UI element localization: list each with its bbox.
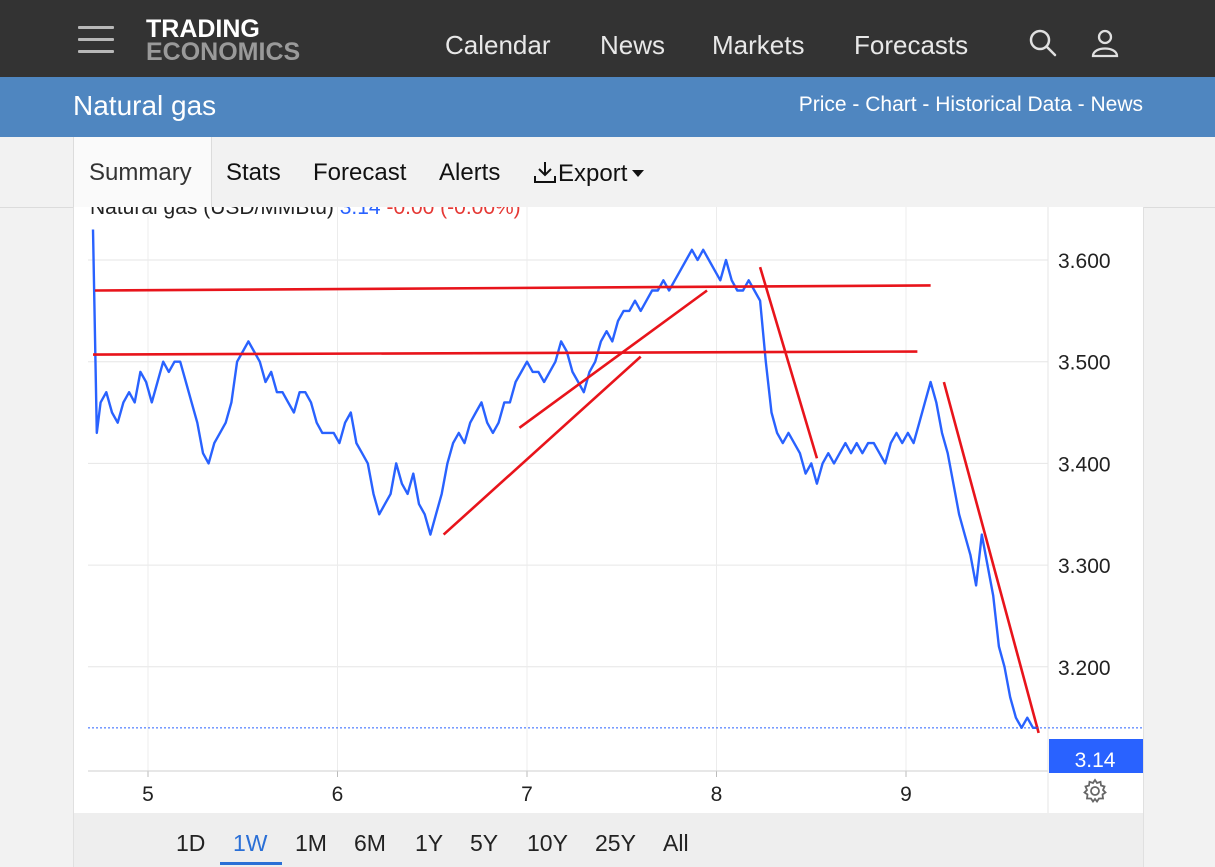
news-link[interactable]: News — [1090, 93, 1143, 116]
y-tick-label: 3.200 — [1058, 657, 1111, 680]
nav-forecasts-link[interactable]: Forecasts — [854, 30, 969, 60]
nav-calendar-link[interactable]: Calendar — [445, 30, 551, 60]
export-button[interactable]: Export — [532, 159, 645, 188]
tab-forecast[interactable]: Forecast — [313, 159, 407, 186]
trendline — [442, 355, 642, 536]
x-tick-label: 6 — [332, 783, 344, 806]
x-tick-label: 8 — [711, 783, 723, 806]
active-range-underline — [220, 862, 282, 865]
nav-news-link[interactable]: News — [600, 30, 666, 60]
range-selector: 1D 1W 1M 6M 1Y 5Y 10Y 25Y All — [73, 813, 1144, 867]
chart-legend: Natural gas (USD/MMBtu) 3.14 -0.00 (-0.0… — [90, 207, 521, 219]
range-1m-button[interactable]: 1M — [295, 830, 327, 856]
tab-stats[interactable]: Stats — [226, 159, 281, 186]
download-icon — [534, 162, 556, 183]
range-all-button[interactable]: All — [663, 830, 689, 856]
trading-economics-logo[interactable]: TRADING ECONOMICS — [146, 15, 301, 66]
historical-data-link[interactable]: Historical Data — [935, 93, 1072, 116]
y-tick-label: 3.400 — [1058, 453, 1111, 476]
link-separator: - — [916, 93, 936, 116]
price-chart[interactable]: 3.200 3.300 3.400 3.500 3.600 5 6 7 8 9 3.14 Natura… — [74, 207, 1143, 813]
trendline — [518, 289, 708, 429]
trendline — [758, 266, 819, 459]
range-5y-button[interactable]: 5Y — [470, 830, 499, 856]
x-tick-label: 5 — [142, 783, 154, 806]
tab-alerts[interactable]: Alerts — [439, 159, 501, 186]
range-1y-button[interactable]: 1Y — [415, 830, 444, 856]
range-10y-button[interactable]: 10Y — [527, 830, 568, 856]
hamburger-menu-icon[interactable] — [78, 26, 114, 54]
link-separator: - — [846, 93, 866, 116]
price-line — [91, 229, 1039, 729]
price-tag — [1049, 739, 1143, 773]
chart-panel: 3.200 3.300 3.400 3.500 3.600 5 6 7 8 9 3.14 Natura… — [73, 207, 1144, 813]
search-icon[interactable] — [1028, 28, 1058, 58]
page-title: Natural gas — [73, 90, 217, 121]
export-label: Export — [558, 160, 628, 187]
tab-summary[interactable]: Summary — [89, 159, 192, 186]
logo-line-2: ECONOMICS — [146, 38, 301, 66]
range-25y-button[interactable]: 25Y — [595, 830, 636, 856]
trendline — [942, 381, 1040, 734]
top-nav: TRADING ECONOMICS Calendar News Markets … — [0, 0, 1215, 77]
instrument-links: Price - Chart - Historical Data - News — [799, 93, 1143, 117]
settings-gear-icon[interactable] — [1082, 778, 1108, 804]
price-tag-label: 3.14 — [1075, 749, 1116, 772]
range-1w-button[interactable]: 1W — [233, 830, 268, 856]
y-tick-label: 3.300 — [1058, 555, 1111, 578]
tab-summary-bg — [73, 137, 212, 207]
x-tick-label: 7 — [521, 783, 533, 806]
y-tick-label: 3.600 — [1058, 250, 1111, 273]
price-link[interactable]: Price — [798, 93, 847, 116]
range-6m-button[interactable]: 6M — [354, 830, 386, 856]
y-tick-label: 3.500 — [1058, 352, 1111, 375]
user-icon[interactable] — [1090, 28, 1120, 58]
chart-link[interactable]: Chart — [865, 93, 917, 116]
link-separator: - — [1071, 93, 1091, 116]
caret-down-icon — [632, 170, 645, 177]
range-1d-button[interactable]: 1D — [176, 830, 206, 856]
trendline — [94, 284, 931, 292]
instrument-header: Natural gas Price - Chart - Historical D… — [0, 77, 1215, 137]
nav-markets-link[interactable]: Markets — [712, 30, 805, 60]
section-tabs: Summary Stats Forecast Alerts Export — [0, 137, 1215, 208]
x-tick-label: 9 — [900, 783, 912, 806]
trendline — [93, 350, 918, 356]
logo-line-1: TRADING — [146, 15, 260, 43]
